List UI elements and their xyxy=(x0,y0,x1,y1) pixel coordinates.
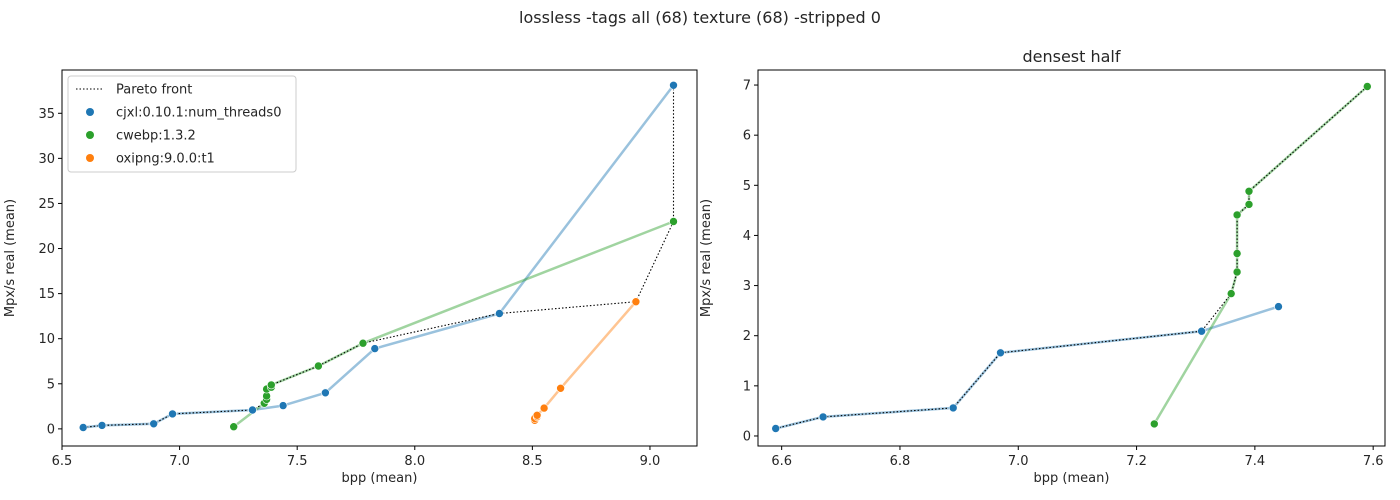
chart-1-ytick-label-2: 2 xyxy=(743,329,751,344)
chart-1-point-cwebp-1 xyxy=(1227,290,1235,298)
chart-0-ytick-label-1: 5 xyxy=(47,377,55,392)
chart-0-ytick-label-2: 10 xyxy=(38,332,55,347)
chart-0-point-cwebp-7 xyxy=(314,362,322,370)
chart-0-point-cjxl-0 xyxy=(79,424,87,432)
chart-1-point-cjxl-3 xyxy=(997,349,1005,357)
chart-0-point-cjxl-4 xyxy=(249,406,257,414)
chart-0-point-cjxl-3 xyxy=(169,410,177,418)
chart-0-point-oxipng-4 xyxy=(540,404,548,412)
chart-0-xlabel: bpp (mean) xyxy=(342,471,418,486)
chart-0-xtick-label-5: 9.0 xyxy=(640,454,661,469)
chart-0-ytick-label-7: 35 xyxy=(38,107,55,122)
chart-1-xlabel: bpp (mean) xyxy=(1034,471,1110,486)
chart-0-point-cjxl-8 xyxy=(495,310,503,318)
chart-0-point-cwebp-9 xyxy=(670,218,678,226)
chart-1-ytick-label-4: 4 xyxy=(743,229,751,244)
chart-1-ytick-label-7: 7 xyxy=(743,79,751,94)
chart-0-point-oxipng-3 xyxy=(533,411,541,419)
chart-0-xtick-label-1: 7.0 xyxy=(169,454,190,469)
chart-1-point-cwebp-4 xyxy=(1233,211,1241,219)
chart-0-point-cjxl-1 xyxy=(98,421,106,429)
chart-0-xtick-label-3: 8.0 xyxy=(404,454,425,469)
chart-0-ylabel: Mpx/s real (mean) xyxy=(3,199,18,317)
chart-0-ytick-label-3: 15 xyxy=(38,287,55,302)
chart-0-point-oxipng-6 xyxy=(632,298,640,306)
chart-0-legend-swatch-cwebp xyxy=(86,131,94,139)
chart-0-legend-label-cjxl: cjxl:0.10.1:num_threads0 xyxy=(116,106,281,121)
chart-0-point-cjxl-2 xyxy=(150,420,158,428)
chart-1-point-cwebp-0 xyxy=(1150,420,1158,428)
chart-1-point-cwebp-6 xyxy=(1245,187,1253,195)
chart-1-point-cwebp-7 xyxy=(1363,83,1371,91)
chart-0-legend-swatch-oxipng xyxy=(86,154,94,162)
chart-1-point-cjxl-1 xyxy=(819,413,827,421)
chart-1-xtick-label-4: 7.4 xyxy=(1245,454,1266,469)
chart-0-point-cjxl-5 xyxy=(279,402,287,410)
chart-1-ylabel: Mpx/s real (mean) xyxy=(699,199,714,317)
chart-1-ytick-label-1: 1 xyxy=(743,379,751,394)
chart-1-point-cwebp-2 xyxy=(1233,268,1241,276)
chart-1-point-cwebp-5 xyxy=(1245,200,1253,208)
chart-1-ytick-label-3: 3 xyxy=(743,279,751,294)
chart-0-ytick-label-6: 30 xyxy=(38,152,55,167)
chart-1-ytick-label-0: 0 xyxy=(743,429,751,444)
chart-1-point-cwebp-3 xyxy=(1233,250,1241,258)
chart-0-point-oxipng-5 xyxy=(557,384,565,392)
chart-1-xtick-label-0: 6.6 xyxy=(771,454,792,469)
chart-0-ytick-label-0: 0 xyxy=(47,422,55,437)
chart-0-point-cwebp-8 xyxy=(359,339,367,347)
figure-suptitle: lossless -tags all (68) texture (68) -st… xyxy=(519,8,881,27)
chart-0-point-cjxl-7 xyxy=(371,345,379,353)
chart-1-xtick-label-2: 7.0 xyxy=(1008,454,1029,469)
chart-0-point-cwebp-0 xyxy=(230,423,238,431)
chart-0-ytick-label-5: 25 xyxy=(38,197,55,212)
chart-1-title: densest half xyxy=(1022,47,1120,66)
chart-1-xtick-label-5: 7.6 xyxy=(1363,454,1384,469)
chart-0-legend-label-oxipng: oxipng:9.0.0:t1 xyxy=(116,152,215,167)
chart-0-legend-label-cwebp: cwebp:1.3.2 xyxy=(116,129,196,144)
chart-0-point-cjxl-6 xyxy=(321,389,329,397)
chart-1-point-cjxl-5 xyxy=(1275,303,1283,311)
chart-1-point-cjxl-2 xyxy=(949,404,957,412)
chart-1-xtick-label-3: 7.2 xyxy=(1126,454,1147,469)
chart-0-legend-label-pareto: Pareto front xyxy=(116,83,192,98)
chart-1-point-cjxl-4 xyxy=(1198,327,1206,335)
chart-1-ytick-label-6: 6 xyxy=(743,129,751,144)
chart-0-point-cwebp-6 xyxy=(267,381,275,389)
chart-0-xtick-label-2: 7.5 xyxy=(287,454,308,469)
chart-1-ytick-label-5: 5 xyxy=(743,179,751,194)
chart-1-xtick-label-1: 6.8 xyxy=(890,454,911,469)
chart-1-point-cjxl-0 xyxy=(772,425,780,433)
chart-0-legend-swatch-cjxl xyxy=(86,108,94,116)
chart-0-xtick-label-4: 8.5 xyxy=(522,454,543,469)
chart-0-ytick-label-4: 20 xyxy=(38,242,55,257)
chart-0-legend: Pareto front cjxl:0.10.1:num_threads0cweb… xyxy=(68,76,296,172)
chart-0-point-cjxl-9 xyxy=(670,81,678,89)
chart-0-xtick-label-0: 6.5 xyxy=(52,454,73,469)
